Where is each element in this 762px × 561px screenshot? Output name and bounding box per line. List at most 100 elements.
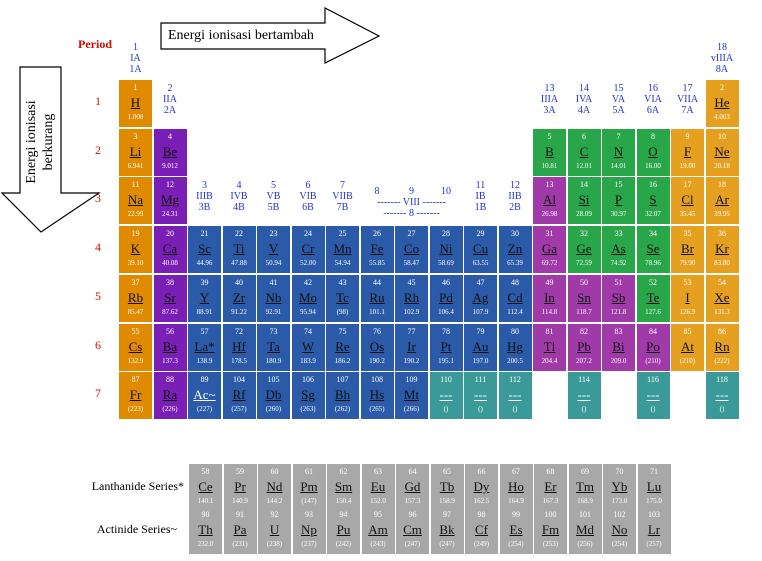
atomic-number: 54 xyxy=(718,277,726,287)
element-symbol: Ac~ xyxy=(193,387,216,403)
element-symbol: Bk xyxy=(439,522,455,537)
atomic-mass: (222) xyxy=(714,356,730,365)
element-symbol: Hg xyxy=(507,338,523,354)
atomic-number: 105 xyxy=(267,375,280,385)
group-header-line: 13 xyxy=(544,83,555,94)
element-cell: 16 S 32.07 xyxy=(636,177,670,225)
element-symbol: Cf xyxy=(475,522,488,537)
group-header-line: 2B xyxy=(509,202,521,213)
atomic-number: 82 xyxy=(580,326,588,336)
element-symbol: Pm xyxy=(300,479,318,494)
element-cell: 34 Se 78.96 xyxy=(636,226,670,274)
atomic-number: 104 xyxy=(233,375,245,385)
atomic-mass: (210) xyxy=(679,356,696,365)
group-header: 4 IVB 4B xyxy=(222,180,256,213)
element-cell: 76 Os 190.2 xyxy=(360,323,394,371)
atomic-number: 81 xyxy=(545,326,554,336)
atomic-mass: 126.9 xyxy=(679,307,696,316)
element-symbol: Cu xyxy=(472,241,489,257)
element-symbol: Lr xyxy=(647,522,661,537)
group-header-line: 16 xyxy=(648,83,658,94)
element-symbol: Ir xyxy=(407,338,416,354)
element-symbol: Ce xyxy=(198,479,213,494)
element-symbol: Os xyxy=(369,338,385,354)
atomic-number: 114 xyxy=(578,375,590,385)
actinide-cell: 102 No (254) xyxy=(603,507,636,554)
group-header-line: 2 xyxy=(167,83,173,94)
atomic-number: 58 xyxy=(201,467,210,476)
atomic-number: 88 xyxy=(166,375,174,385)
atomic-mass: (262) xyxy=(334,405,351,414)
atomic-number: 47 xyxy=(476,277,485,287)
atomic-mass: 92.91 xyxy=(265,307,282,316)
atomic-number: 89 xyxy=(200,375,209,385)
element-symbol: Y xyxy=(199,289,210,305)
element-cell: 27 Co 58.47 xyxy=(395,226,428,274)
atomic-mass: 28.09 xyxy=(576,210,592,219)
atomic-number: 4 xyxy=(168,131,172,141)
atomic-mass: 91.22 xyxy=(231,307,247,316)
group-header: 6 VIB 6B xyxy=(291,180,325,213)
group-header: 11 IB 1B xyxy=(464,180,498,213)
atomic-number: 59 xyxy=(236,467,244,476)
atomic-number: 79 xyxy=(476,326,485,336)
atomic-number: 39 xyxy=(200,277,209,287)
atomic-mass: 150.4 xyxy=(335,497,352,505)
element-cell: 108 Hs (265) xyxy=(360,372,394,420)
atomic-number: 72 xyxy=(235,326,243,336)
atomic-number: 57 xyxy=(200,326,209,336)
atomic-mass: (265) xyxy=(369,405,385,414)
actinide-cell: 97 Bk (247) xyxy=(430,507,464,554)
element-symbol: Ti xyxy=(233,241,245,257)
element-symbol: Am xyxy=(368,522,388,537)
group-header-line: VIIB xyxy=(332,191,353,202)
atomic-number: 111 xyxy=(474,375,487,385)
atomic-mass: 158.9 xyxy=(439,497,455,505)
atomic-number: 35 xyxy=(683,229,692,239)
element-cell: 83 Bi 209.0 xyxy=(602,323,635,371)
element-cell: 8 O 16.00 xyxy=(636,128,670,176)
element-symbol: Eu xyxy=(370,479,386,494)
atomic-mass: 14.01 xyxy=(610,161,627,170)
group-header-line: IIB xyxy=(508,191,522,202)
element-cell: 57 La* 138.9 xyxy=(188,323,221,371)
actinide-cell: 92 U (238) xyxy=(258,507,291,554)
element-symbol: K xyxy=(130,241,141,257)
element-symbol: Co xyxy=(403,241,420,257)
atomic-mass: 197.0 xyxy=(472,356,489,365)
group-header-line: IIIA xyxy=(540,94,559,105)
arrow-down-label-line1: Energi ionisasi xyxy=(24,100,39,184)
atomic-number: 73 xyxy=(269,326,278,336)
lanthanide-cell: 58 Ce 140.1 xyxy=(189,464,222,511)
atomic-mass: 39.10 xyxy=(127,259,144,268)
group-header-line: 4 xyxy=(236,180,242,191)
atomic-number: 18 xyxy=(718,180,726,190)
element-symbol: Te xyxy=(646,289,660,305)
atomic-mass: (247) xyxy=(439,540,455,548)
group-header-line: 8 xyxy=(374,186,380,197)
atomic-number: 16 xyxy=(649,180,657,190)
element-symbol: --- xyxy=(646,387,660,403)
element-cell: 38 Sr 87.62 xyxy=(153,274,187,322)
element-cell: 51 Sb 121.8 xyxy=(602,274,635,322)
atomic-mass: (266) xyxy=(403,405,420,414)
arrow-right-label: Energi ionisasi bertambah xyxy=(168,28,314,43)
group-header-line: 8A xyxy=(715,64,729,75)
atomic-mass: 9.012 xyxy=(162,161,178,170)
element-symbol: Mn xyxy=(333,241,352,257)
element-cell: 56 Ba 137.3 xyxy=(153,323,187,371)
atomic-number: 110 xyxy=(440,375,452,385)
atomic-number: 37 xyxy=(131,277,140,287)
element-symbol: P xyxy=(614,192,623,208)
element-symbol: Se xyxy=(646,241,660,257)
group-header-line: 1B xyxy=(474,202,487,213)
atomic-number: 52 xyxy=(649,277,657,287)
period-number: 4 xyxy=(95,240,101,255)
atomic-mass: (257) xyxy=(231,405,247,414)
element-symbol: Fe xyxy=(370,241,384,257)
element-cell: 21 Sc 44.96 xyxy=(188,226,221,274)
element-symbol: S xyxy=(649,192,657,208)
atomic-mass: (227) xyxy=(196,405,213,414)
atomic-mass: 16.00 xyxy=(645,161,661,170)
atomic-mass: (247) xyxy=(404,540,421,548)
